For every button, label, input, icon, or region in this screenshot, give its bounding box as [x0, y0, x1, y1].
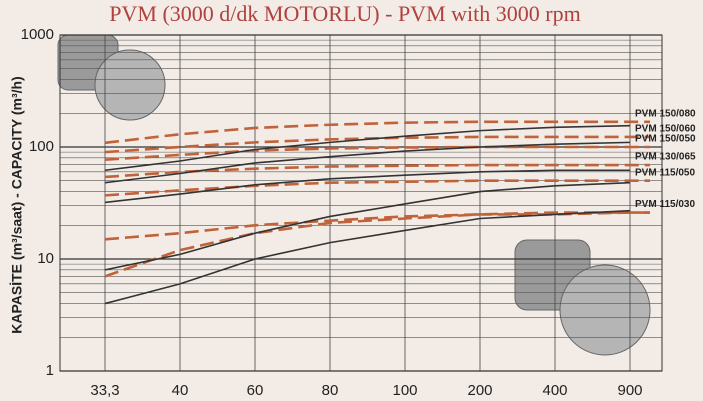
x-tick-label: 40: [172, 382, 189, 399]
x-tick-label: 900: [617, 382, 642, 399]
y-axis-label: KAPASİTE (m³/saat) - CAPACITY (m³/h): [9, 76, 25, 333]
x-tick-label: 200: [467, 382, 492, 399]
series-line: [104, 179, 650, 197]
y-tick-label: 100: [29, 138, 54, 155]
x-tick-label: 60: [247, 382, 264, 399]
series-label: PVM 130/065: [635, 152, 696, 163]
series-line: [104, 135, 650, 154]
y-tick-label: 10: [37, 250, 54, 267]
plot-frame: [59, 34, 663, 372]
series-line: [104, 181, 631, 271]
y-tick-label: 1000: [21, 26, 54, 43]
series-line: [104, 209, 631, 305]
series-label: PVM 150/060: [635, 124, 696, 135]
series-line: [104, 120, 650, 145]
series-line: [104, 124, 631, 172]
x-tick-label: 33,3: [90, 382, 119, 399]
series-label: PVM 115/050: [635, 167, 695, 178]
series-line: [104, 145, 650, 162]
series-label: PVM 150/080: [635, 108, 696, 119]
series-line: [104, 163, 650, 179]
pump-photo: [57, 34, 651, 356]
x-tick-label: 100: [392, 382, 417, 399]
chart-title: PVM (3000 d/dk MOTORLU) - PVM with 3000 …: [109, 1, 580, 26]
y-tick-label: 1: [46, 362, 54, 379]
series-label: PVM 150/050: [635, 134, 696, 145]
x-tick-label: 400: [542, 382, 567, 399]
series-line: [104, 169, 630, 204]
series-label: PVM 115/030: [635, 199, 695, 210]
series-line: [104, 141, 631, 184]
x-tick-label: 80: [322, 382, 339, 399]
